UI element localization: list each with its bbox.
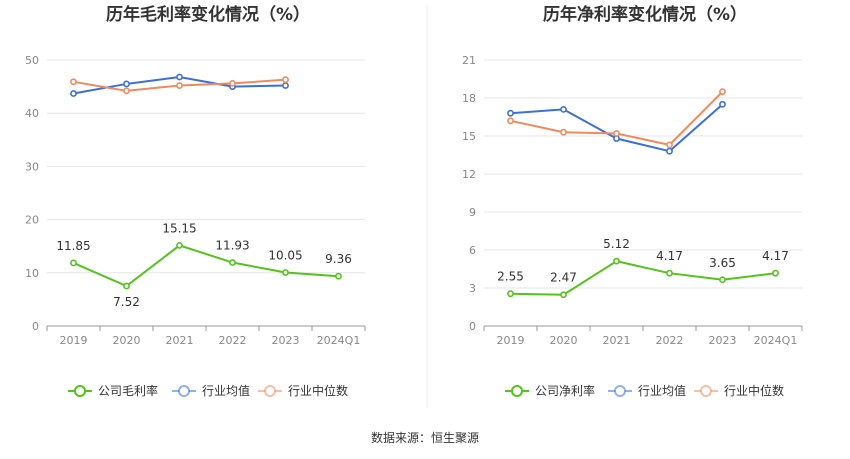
data-point — [666, 141, 673, 149]
chart-panel-1: 历年毛利率变化情况（%） 0 10 20 30 40 50 2019 2020 2021 2022 2… — [25, 4, 366, 398]
data-point — [560, 291, 567, 299]
data-point — [335, 272, 342, 280]
data-point — [70, 90, 77, 97]
y-tick-label: 15 — [462, 130, 476, 143]
legend-label: 行业均值 — [202, 383, 250, 398]
data-point — [560, 106, 567, 113]
data-point — [70, 78, 77, 86]
data-point — [123, 87, 130, 95]
data-point — [282, 82, 289, 89]
data-point — [666, 147, 673, 155]
legend-item: 行业均值 — [172, 383, 250, 398]
data-point — [123, 80, 130, 88]
y-tick-label: 0 — [469, 320, 476, 333]
legend-marker — [700, 385, 712, 397]
y-tick-label: 9 — [469, 206, 476, 219]
data-point — [719, 100, 726, 108]
legend-label: 行业均值 — [638, 383, 686, 398]
data-label: 11.85 — [56, 239, 90, 253]
data-point — [229, 259, 236, 266]
y-tick-label: 12 — [462, 168, 476, 181]
legend-label: 行业中位数 — [288, 383, 348, 398]
x-tick-label: 2021 — [166, 334, 194, 347]
legend-label: 行业中位数 — [724, 383, 784, 398]
legend-label: 公司净利率 — [535, 383, 595, 398]
legend-marker — [74, 385, 86, 397]
data-point — [507, 109, 514, 117]
x-tick-label: 2024Q1 — [317, 334, 361, 347]
x-tick-label: 2020 — [550, 334, 578, 347]
data-point — [229, 80, 236, 87]
data-point — [176, 73, 183, 81]
x-tick-label: 2023 — [272, 334, 300, 347]
data-point — [176, 242, 183, 249]
series-line — [73, 244, 339, 288]
data-label: 15.15 — [162, 221, 196, 235]
data-label: 7.52 — [113, 295, 140, 309]
legend-item: 公司净利率 — [505, 383, 595, 398]
data-label: 11.93 — [215, 239, 249, 253]
data-label: 10.05 — [268, 249, 302, 263]
data-point — [507, 117, 514, 125]
data-label: 3.65 — [709, 256, 736, 270]
y-tick-label: 3 — [469, 282, 476, 295]
data-point — [613, 130, 620, 137]
legend-marker — [614, 385, 626, 397]
x-tick-label: 2022 — [656, 334, 684, 347]
data-source-label: 数据来源：恒生聚源 — [371, 430, 479, 445]
data-point — [719, 88, 726, 96]
y-tick-label: 20 — [25, 214, 39, 227]
legend-item: 行业中位数 — [258, 383, 348, 398]
x-tick-label: 2019 — [60, 334, 88, 347]
data-point — [70, 259, 77, 267]
legend-marker — [511, 385, 523, 397]
legend-marker — [264, 385, 276, 397]
x-tick-label: 2020 — [113, 334, 141, 347]
x-tick-label: 2019 — [497, 334, 525, 347]
chart-title: 历年毛利率变化情况（%） — [106, 4, 310, 25]
chart-title: 历年净利率变化情况（%） — [543, 4, 747, 25]
legend-marker — [178, 385, 190, 397]
data-label: 9.36 — [325, 252, 352, 266]
data-label: 4.17 — [656, 249, 683, 263]
y-tick-label: 30 — [25, 160, 39, 173]
y-tick-label: 50 — [25, 54, 39, 67]
data-point — [772, 269, 779, 277]
series-line — [510, 260, 776, 296]
data-point — [176, 82, 183, 89]
legend-label: 公司毛利率 — [98, 383, 158, 398]
chart-panel-2: 历年净利率变化情况（%） 0 3 6 9 12 15 18 21 2019 2020 2021 2022… — [462, 4, 803, 398]
y-tick-label: 40 — [25, 107, 39, 120]
y-tick-label: 10 — [25, 267, 39, 280]
data-label: 2.55 — [497, 270, 524, 284]
x-tick-label: 2024Q1 — [754, 334, 798, 347]
data-point — [282, 269, 289, 276]
data-point — [123, 282, 130, 290]
x-tick-label: 2021 — [603, 334, 631, 347]
legend-item: 公司毛利率 — [68, 383, 158, 398]
legend-item: 行业均值 — [608, 383, 686, 398]
y-tick-label: 18 — [462, 92, 476, 105]
data-point — [613, 257, 620, 265]
x-tick-label: 2023 — [709, 334, 737, 347]
y-tick-label: 6 — [469, 244, 476, 257]
data-point — [507, 290, 514, 298]
data-label: 4.17 — [762, 249, 789, 263]
x-tick-label: 2022 — [219, 334, 247, 347]
data-label: 2.47 — [550, 271, 577, 285]
legend-item: 行业中位数 — [694, 383, 784, 398]
data-point — [282, 76, 289, 84]
y-tick-label: 21 — [462, 54, 476, 67]
data-point — [666, 269, 673, 277]
data-label: 5.12 — [603, 237, 630, 251]
data-point — [560, 128, 567, 136]
y-tick-label: 0 — [32, 320, 39, 333]
data-point — [719, 276, 726, 284]
